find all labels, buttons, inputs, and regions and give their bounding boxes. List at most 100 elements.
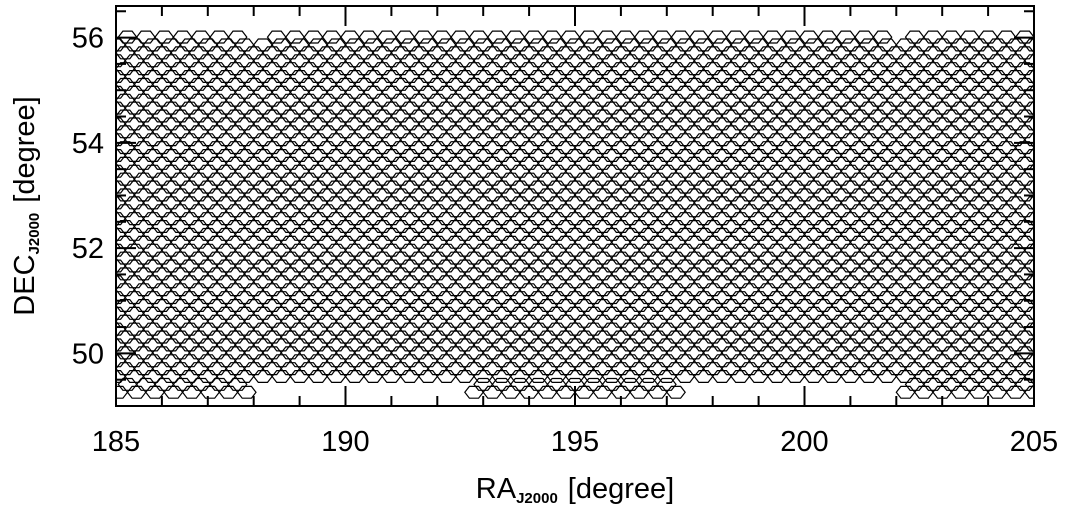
hexagon-tile (941, 299, 962, 312)
hexagon-tile (656, 180, 677, 194)
hexagon-tile (711, 212, 732, 226)
hexagon-tile (546, 338, 567, 352)
hexagon-tile (666, 62, 686, 76)
hexagon-tile (785, 164, 806, 178)
hexagon-tile (124, 164, 145, 178)
hexagon-tile (702, 314, 723, 328)
hexagon-tile (280, 109, 301, 123)
hexagon-tile (1014, 251, 1034, 265)
hexagon-tile (418, 322, 439, 336)
hexagon-tile (886, 125, 907, 139)
hexagon-tile (996, 141, 1017, 155)
hexagon-tile (868, 346, 888, 360)
hexagon-tile (262, 62, 282, 76)
hexagon-tile (207, 235, 227, 249)
hexagon-tile (390, 346, 411, 360)
hexagon-tile (381, 291, 402, 305)
hexagon-tile (546, 354, 567, 368)
hexagon-tile (207, 156, 227, 170)
hexagon-tile (656, 133, 677, 147)
hexagon-tile (454, 243, 475, 257)
hexagon-tile (693, 164, 714, 178)
hexagon-tile (721, 314, 741, 328)
hexagon-tile (216, 196, 237, 210)
hexagon-tile (170, 283, 191, 297)
hexagon-tile (812, 330, 833, 344)
hexagon-tile (702, 156, 723, 170)
hexagon-tile (730, 291, 751, 305)
hexagon-tile (987, 259, 1008, 273)
hexagon-tile (418, 227, 439, 241)
hexagon-tile (647, 172, 668, 186)
hexagon-tile (519, 330, 540, 344)
hexagon-tile (289, 370, 310, 383)
hexagon-tile (767, 85, 787, 99)
hexagon-tile (482, 299, 503, 312)
hexagon-tile (959, 251, 980, 265)
hexagon-tile (978, 125, 999, 139)
hexagon-tile (436, 101, 457, 115)
hexagon-tile (629, 188, 650, 202)
hexagon-tile (840, 196, 861, 210)
hexagon-tile (610, 62, 631, 76)
hexagon-tile (868, 93, 888, 107)
hexagon-tile (161, 354, 182, 368)
hexagon-tile (886, 330, 907, 344)
hexagon-tile (473, 164, 494, 178)
hexagon-tile (730, 54, 751, 68)
hexagon-tile (904, 235, 925, 249)
hexagon-tile (243, 235, 264, 249)
hexagon-tile (932, 259, 953, 273)
hexagon-tile (904, 62, 925, 76)
hexagon-tile (757, 283, 778, 297)
hexagon-tile (1005, 259, 1026, 273)
hexagon-tile (858, 180, 879, 194)
hexagon-tile (445, 220, 466, 233)
hexagon-tile (133, 220, 154, 233)
hexagon-tile (647, 385, 668, 399)
hexagon-tile (234, 306, 255, 320)
hexagon-tile (803, 275, 824, 289)
hexagon-tile (197, 275, 218, 289)
hexagon-tile (353, 77, 374, 91)
hexagon-tile (381, 133, 402, 147)
hexagon-tile (748, 117, 769, 131)
hexagon-tile (126, 385, 147, 399)
hexagon-tile (987, 291, 1008, 305)
hexagon-tile (234, 117, 255, 131)
hexagon-tile (831, 188, 852, 202)
hexagon-tile (418, 259, 439, 273)
hexagon-tile (500, 314, 521, 328)
hexagon-tile (509, 133, 530, 147)
hexagon-tile (528, 196, 549, 210)
hexagon-tile (509, 180, 530, 194)
hexagon-tile (537, 77, 558, 91)
hexagon-tile (996, 125, 1017, 139)
hexagon-tile (868, 362, 888, 376)
hexagon-tile (858, 322, 879, 336)
hexagon-tile (858, 149, 879, 162)
hexagon-tile (831, 362, 852, 376)
hexagon-tile (583, 164, 604, 178)
hexagon-tile (188, 235, 209, 249)
hexagon-tile (179, 69, 200, 84)
hexagon-tile (546, 180, 567, 194)
hexagon-tile (1024, 180, 1034, 194)
hexagon-tile (812, 346, 833, 360)
hexagon-tile (647, 299, 668, 312)
hexagon-tile (326, 196, 347, 210)
hexagon-tile (913, 354, 934, 368)
hexagon-tile (592, 62, 613, 76)
hexagon-tile (978, 156, 999, 170)
hexagon-tile (1014, 188, 1034, 202)
hexagon-tile (207, 62, 227, 76)
hexagon-tile (142, 117, 163, 131)
hexagon-tile (252, 306, 273, 320)
hexagon-tile (445, 267, 466, 281)
hexagon-tile (689, 30, 709, 44)
hexagon-tile (335, 283, 356, 297)
hexagon-tile (216, 354, 237, 368)
hexagon-tile (1014, 235, 1034, 249)
hexagon-tile (390, 93, 411, 107)
hexagon-tile (895, 227, 916, 241)
